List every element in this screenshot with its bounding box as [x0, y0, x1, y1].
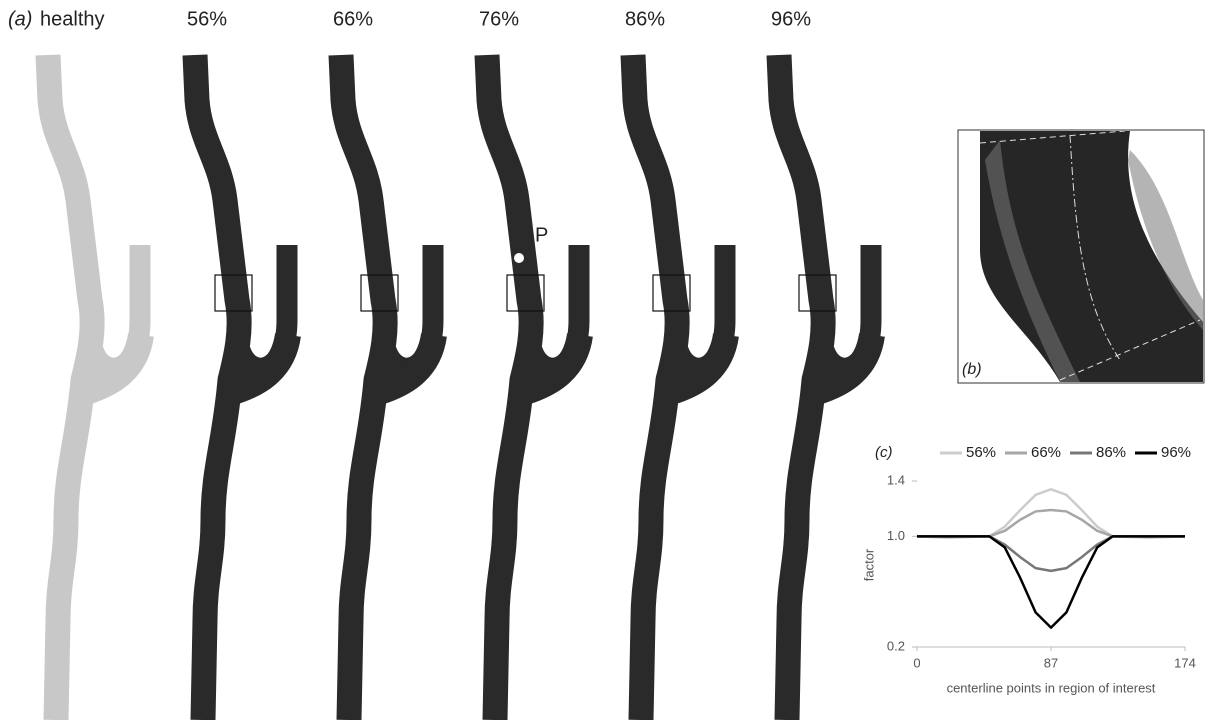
artery-model	[195, 55, 288, 720]
artery-model	[48, 55, 141, 720]
y-tick-label: 1.4	[887, 472, 905, 487]
panel-a-label: (a)	[8, 8, 32, 30]
legend-label: 96%	[1161, 444, 1191, 461]
model-label: 76%	[479, 8, 519, 30]
artery-model	[341, 55, 434, 720]
point-label: P	[535, 224, 548, 246]
model-label: healthy	[40, 8, 105, 30]
artery-model	[779, 55, 872, 720]
chart: (c) centerline points in region of inter…	[861, 444, 1195, 695]
panel-c-label: (c)	[875, 444, 893, 461]
panel-b-label: (b)	[962, 361, 982, 378]
artery-model	[633, 55, 726, 720]
y-tick-label: 0.2	[887, 638, 905, 653]
legend-label: 56%	[966, 444, 996, 461]
model-label: 86%	[625, 8, 665, 30]
model-label: 66%	[333, 8, 373, 30]
models	[48, 55, 872, 720]
model-label: 56%	[187, 8, 227, 30]
series-line	[917, 536, 1185, 571]
x-axis-label: centerline points in region of interest	[947, 680, 1156, 695]
panel-b: (b)	[958, 130, 1204, 383]
x-tick-label: 0	[913, 655, 920, 670]
series-line	[917, 489, 1185, 537]
model-label: 96%	[771, 8, 811, 30]
y-tick-label: 1.0	[887, 528, 905, 543]
series-line	[917, 510, 1185, 536]
legend-label: 66%	[1031, 444, 1061, 461]
figure: (a) (b) (c) centerline points in region …	[0, 0, 1212, 720]
series-line	[917, 536, 1185, 627]
x-tick-label: 87	[1044, 655, 1058, 670]
point-p	[514, 253, 524, 263]
artery-model	[487, 55, 580, 720]
x-tick-label: 174	[1174, 655, 1196, 670]
y-axis-label: factor	[861, 548, 876, 581]
legend-label: 86%	[1096, 444, 1126, 461]
